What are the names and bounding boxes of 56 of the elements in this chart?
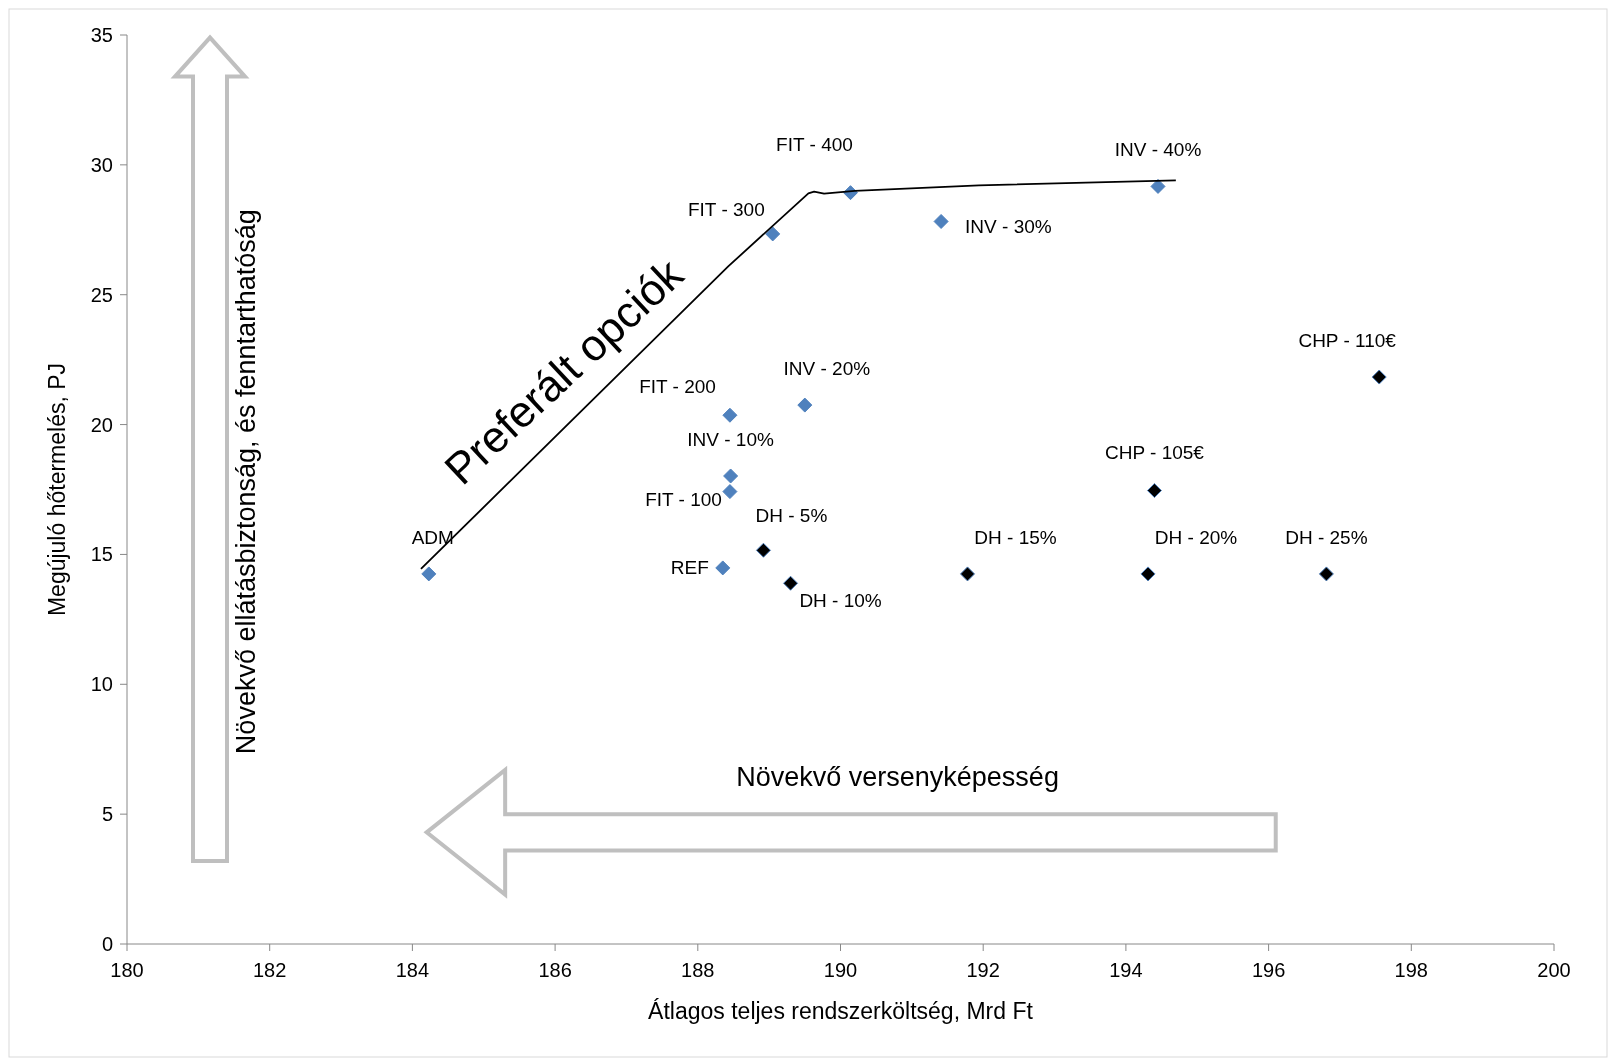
x-tick-label: 198 (1394, 959, 1428, 981)
x-tick-label: 180 (110, 959, 144, 981)
annotation: DH - 20% (1154, 526, 1238, 548)
y-tick-label: 15 (90, 543, 113, 566)
y-tick-label: 35 (90, 24, 113, 46)
x-tick-label: 182 (253, 959, 287, 981)
annotation: DH - 5% (755, 505, 828, 527)
point (1150, 178, 1166, 194)
annotation: REF (670, 556, 709, 578)
annotation: FIT - 300 (687, 198, 765, 220)
x-tick-label: 184 (395, 959, 430, 981)
y-tick-label: 10 (90, 673, 113, 696)
annotation: DH - 25% (1285, 526, 1368, 548)
y-tick-label: 0 (101, 933, 113, 955)
point (1146, 483, 1162, 499)
x-tick-label: 196 (1251, 959, 1286, 981)
annotation: FIT - 400 (776, 133, 853, 155)
y-tick-label: 20 (90, 413, 113, 436)
point (722, 407, 738, 423)
x-axis-title: Átlagos teljes rendszerköltség, Mrd Ft (648, 998, 1034, 1024)
x-tick-label: 200 (1537, 959, 1571, 981)
annotation: CHP - 105€ (1104, 441, 1205, 463)
point (421, 566, 437, 582)
annotation: ADM (411, 526, 454, 548)
annotation: INV - 40% (1114, 139, 1202, 161)
y-tick-label: 5 (101, 803, 113, 826)
x-tick-label: 190 (823, 959, 858, 981)
point (1318, 566, 1334, 582)
y-tick-label: 30 (90, 153, 113, 176)
annotation: FIT - 100 (645, 488, 722, 510)
annotation: INV - 10% (687, 428, 775, 450)
point (755, 542, 771, 558)
annotation: Növekvő ellátásbiztonság, és fenntarthatóság (231, 209, 261, 755)
x-tick-label: 194 (1109, 959, 1143, 981)
x-tick-label: 192 (966, 959, 1000, 981)
point (765, 226, 781, 242)
point (1371, 369, 1387, 385)
point (933, 213, 949, 229)
x-tick-label: 186 (538, 959, 572, 981)
point (715, 560, 731, 576)
annotation: CHP - 110€ (1298, 330, 1397, 352)
annotation: FIT - 200 (639, 376, 716, 398)
point (722, 484, 738, 500)
point (797, 397, 813, 413)
point (723, 468, 739, 484)
annotation: DH - 10% (799, 590, 882, 612)
annotation: INV - 30% (965, 216, 1052, 238)
y-axis-title: Megújuló hőtermelés, PJ (44, 362, 70, 617)
annotation: Növekvő versenyképesség (736, 761, 1059, 792)
x-tick-label: 188 (681, 959, 715, 981)
point (1140, 566, 1156, 582)
point (960, 566, 975, 582)
y-tick-label: 25 (90, 283, 113, 306)
annotation: INV - 20% (783, 358, 871, 380)
annotation: DH - 15% (974, 526, 1057, 548)
point (783, 575, 799, 591)
